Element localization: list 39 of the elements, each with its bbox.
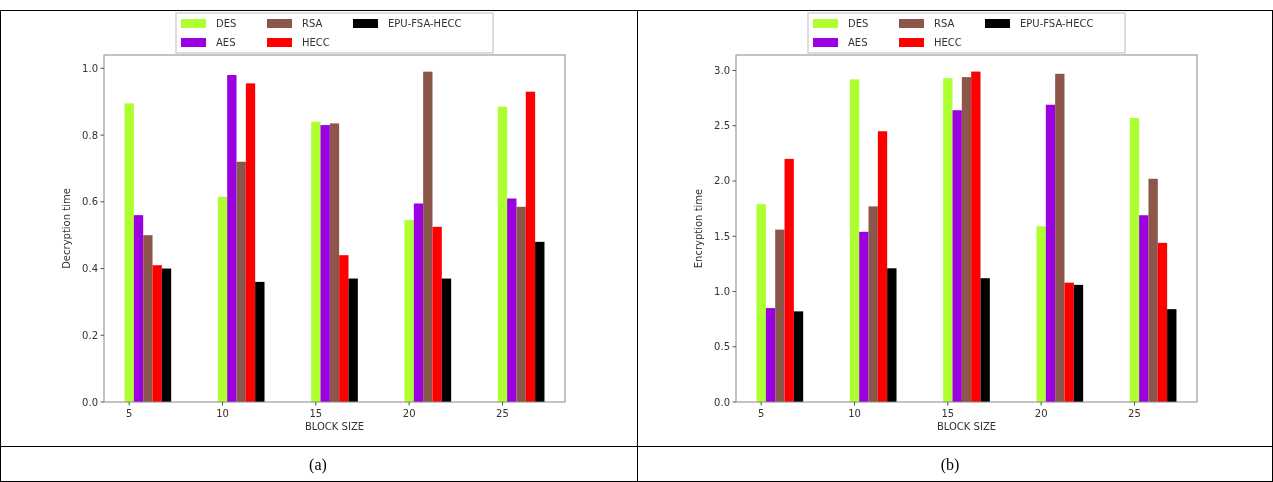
y-tick-label: 3.0 xyxy=(714,64,730,76)
legend-label: DES xyxy=(216,17,237,29)
legend-label: RSA xyxy=(302,17,323,29)
x-tick-label: 25 xyxy=(496,408,509,419)
text: (a) xyxy=(309,456,327,474)
legend-label: EPU-FSA-HECC xyxy=(1020,17,1094,29)
x-tick-label: 20 xyxy=(1034,408,1048,419)
legend-label: AES xyxy=(848,36,868,48)
legend-label: AES xyxy=(216,36,236,48)
y-tick-label: 2.5 xyxy=(714,120,730,132)
x-tick-label: 25 xyxy=(1128,408,1141,419)
y-tick-label: 1.5 xyxy=(714,230,730,242)
y-tick-label: 0.2 xyxy=(82,329,98,341)
x-tick-label: 15 xyxy=(941,408,955,419)
y-axis-title: Encryption time xyxy=(693,188,704,269)
x-axis-title: BLOCK SIZE xyxy=(936,421,997,432)
y-axis-title: Decryption time xyxy=(61,188,72,269)
y-tick-label: 0.6 xyxy=(82,196,98,208)
y-tick-label: 1.0 xyxy=(714,285,730,297)
x-tick-label: 15 xyxy=(309,408,323,419)
legend-label: RSA xyxy=(934,17,955,29)
x-tick-label: 5 xyxy=(126,408,133,419)
x-tick-label: 5 xyxy=(758,408,765,419)
legend-label: HECC xyxy=(302,36,330,48)
x-tick-label: 20 xyxy=(402,408,416,419)
y-tick-label: 1.0 xyxy=(82,62,98,74)
y-tick-label: 0.0 xyxy=(82,396,98,408)
y-tick-label: 2.0 xyxy=(714,175,730,187)
x-tick-label: 10 xyxy=(848,408,861,419)
y-tick-label: 0.4 xyxy=(82,263,98,275)
x-tick-label: 10 xyxy=(216,408,229,419)
y-tick-label: 0.8 xyxy=(82,129,98,141)
text: (b) xyxy=(940,456,960,474)
legend-label: DES xyxy=(848,17,869,29)
y-tick-label: 0.0 xyxy=(714,396,730,408)
x-axis-title: BLOCK SIZE xyxy=(304,421,365,432)
legend-label: HECC xyxy=(934,36,962,48)
legend-label: EPU-FSA-HECC xyxy=(388,17,462,29)
y-tick-label: 0.5 xyxy=(714,341,730,353)
